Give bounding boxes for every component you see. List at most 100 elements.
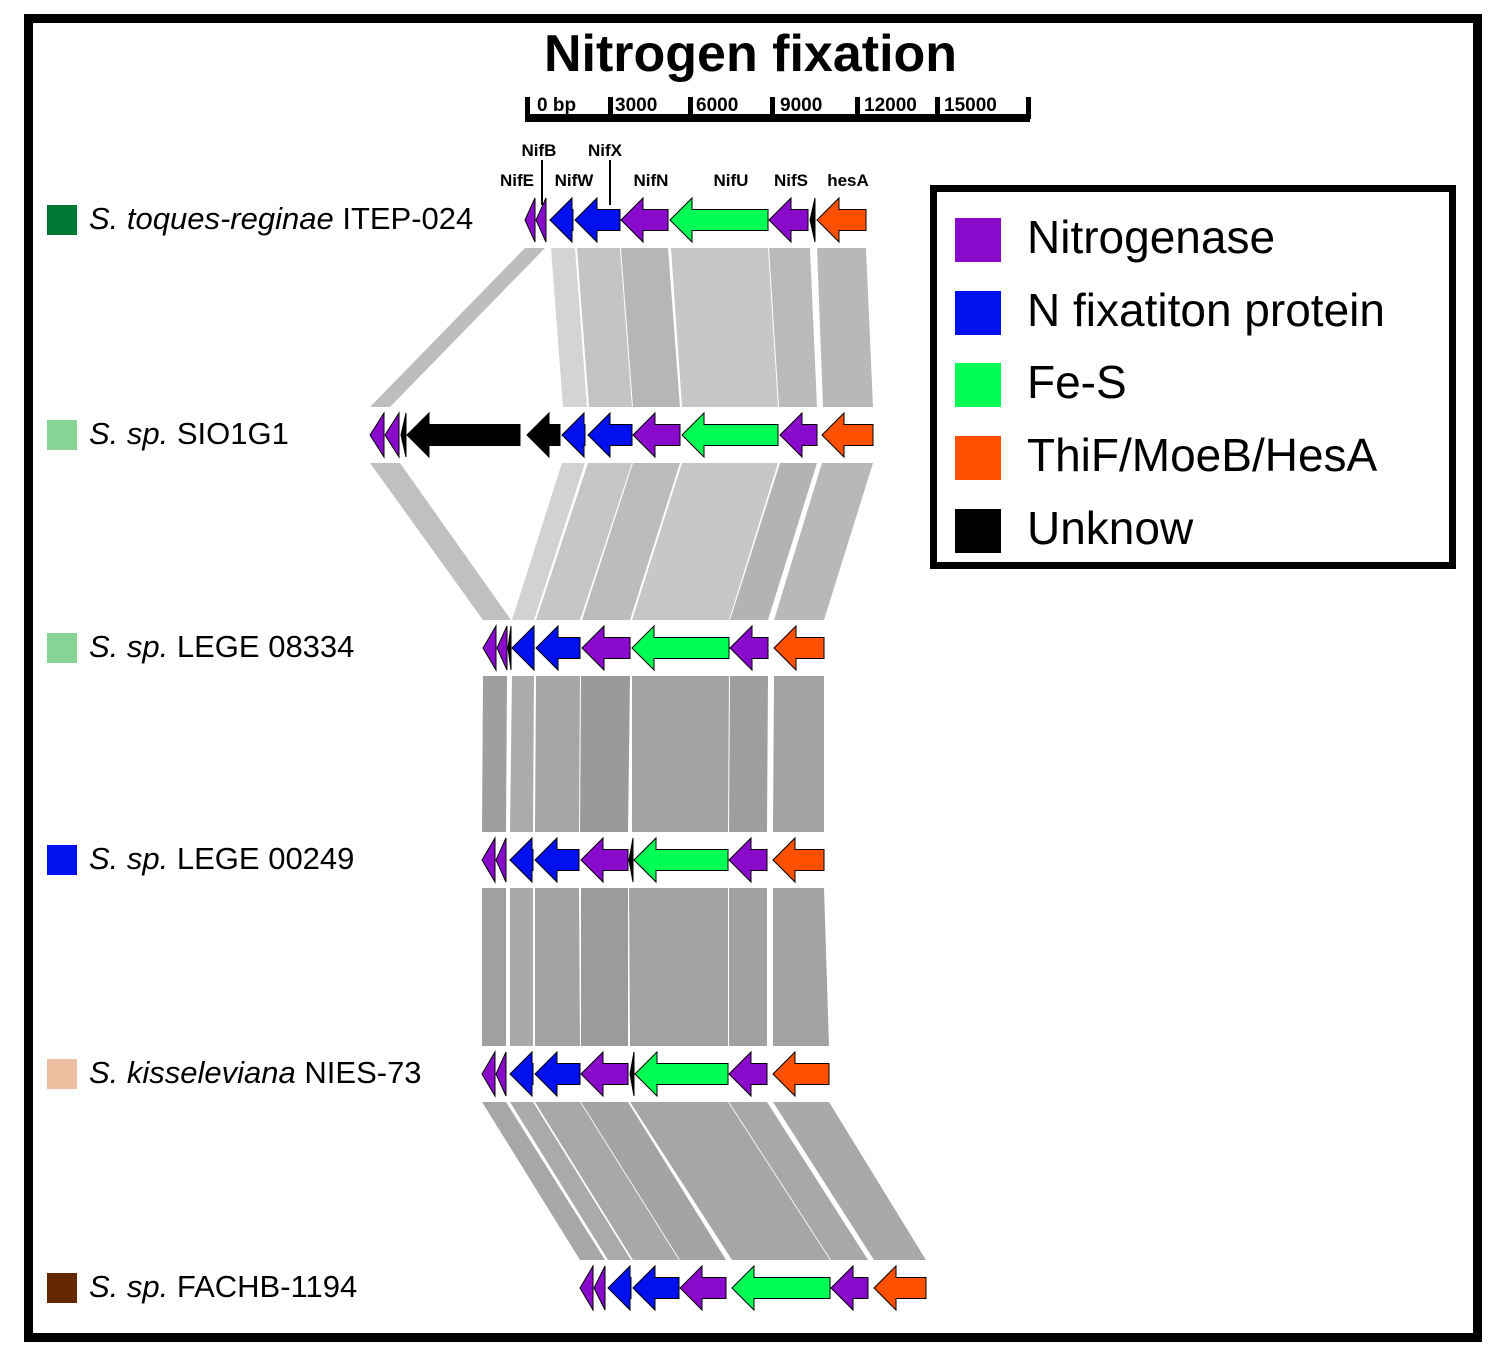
species-binomial: S. kisseleviana <box>89 1055 296 1090</box>
gene-arrow <box>779 411 818 459</box>
gene-name-label: NifU <box>714 171 749 190</box>
species-color-swatch <box>47 1273 77 1303</box>
homology-link-band <box>577 248 632 407</box>
gene-arrow <box>633 836 729 884</box>
species-label: S. sp. LEGE 00249 <box>89 841 354 877</box>
legend-label: Fe-S <box>1027 356 1127 408</box>
gene-arrow <box>534 1050 581 1098</box>
gene-arrow <box>384 411 400 459</box>
gene-name-labels: NifB NifX NifE NifW NifN NifU NifS hesA <box>500 141 869 205</box>
gene-arrow <box>768 196 809 244</box>
gene-arrow <box>830 1264 869 1312</box>
homology-link-band <box>581 888 628 1046</box>
legend-label: ThiF/MoeB/HesA <box>1027 429 1378 481</box>
species-color-swatch <box>47 1059 77 1089</box>
gene-arrow <box>561 411 586 459</box>
homology-link-band <box>773 676 824 832</box>
gene-arrow <box>607 1264 632 1312</box>
gene-arrow <box>587 411 633 459</box>
gene-arrow <box>728 836 768 884</box>
gene-arrow <box>772 836 825 884</box>
gene-arrow <box>620 196 669 244</box>
scale-tick-label: 15000 <box>944 95 997 116</box>
gene-name-label: hesA <box>827 171 869 190</box>
gene-arrow <box>535 197 547 243</box>
species-strain: SIO1G1 <box>168 416 289 451</box>
gene-name-label: NifE <box>500 171 534 190</box>
gene-arrow <box>369 411 385 459</box>
figure-frame <box>24 14 1482 1342</box>
homology-link-band <box>621 248 680 407</box>
legend-label: Unknow <box>1027 502 1194 554</box>
homology-links <box>370 248 926 1260</box>
legend-swatch <box>955 509 1001 553</box>
homology-link-band <box>370 463 511 620</box>
homology-link-band <box>551 248 587 407</box>
gene-arrow <box>628 837 634 883</box>
gene-arrow <box>681 411 779 459</box>
gene-arrow <box>524 197 536 243</box>
species-strain: NIES-73 <box>295 1055 422 1090</box>
species-strain: FACHB-1194 <box>168 1269 358 1304</box>
gene-arrow <box>579 1264 594 1312</box>
gene-arrow <box>669 196 769 244</box>
homology-link-band <box>482 1102 605 1260</box>
gene-name-label: NifS <box>774 171 808 190</box>
species-color-swatch <box>47 845 77 875</box>
homology-link-band <box>729 888 767 1046</box>
species-label: S. kisseleviana NIES-73 <box>89 1055 422 1091</box>
homology-link-band <box>370 248 545 407</box>
homology-link-band <box>769 248 817 407</box>
species-label: S. toques-reginae ITEP-024 <box>89 201 473 237</box>
species-strain: LEGE 00249 <box>168 841 355 876</box>
gene-arrow <box>481 836 496 884</box>
gene-arrow <box>482 624 497 672</box>
gene-arrow <box>509 1050 534 1098</box>
homology-link-band <box>729 1102 868 1260</box>
legend-label: Nitrogenase <box>1027 211 1276 263</box>
gene-arrow <box>481 1050 496 1098</box>
homology-link-band <box>510 1102 631 1260</box>
homology-link-band <box>535 1102 679 1260</box>
scale-tick <box>770 97 775 119</box>
gene-name-label: NifB <box>522 141 557 160</box>
scale-tick-label: 9000 <box>780 95 822 116</box>
figure-title: Nitrogen fixation <box>543 25 958 83</box>
homology-link-band <box>482 888 506 1046</box>
gene-name-label: NifW <box>555 171 595 190</box>
gene-arrow <box>534 836 580 884</box>
species-binomial: S. sp. <box>89 416 169 451</box>
gene-arrow <box>873 1264 927 1312</box>
legend-swatch <box>955 291 1001 335</box>
gene-arrow <box>495 837 507 883</box>
homology-link-band <box>580 676 630 832</box>
homology-link-band <box>510 888 533 1046</box>
gene-arrow <box>634 1050 729 1098</box>
homology-link-band <box>774 463 873 620</box>
scale-tick-label: 3000 <box>615 95 657 116</box>
gene-arrow <box>580 836 629 884</box>
scale-tick-label: 12000 <box>864 95 917 116</box>
gene-arrow <box>816 196 867 244</box>
species-binomial: S. toques-reginae <box>89 201 334 236</box>
homology-link-band <box>535 676 580 832</box>
species-color-swatch <box>47 633 77 663</box>
legend-swatch <box>955 218 1001 262</box>
homology-link-band <box>730 463 817 620</box>
scale-tick-label: 6000 <box>696 95 738 116</box>
gene-arrow <box>731 1264 831 1312</box>
homology-link-band <box>630 1102 830 1260</box>
scale-bar: 0 bp 3000 6000 9000 12000 15000 <box>525 95 1031 122</box>
scale-tick <box>855 97 860 119</box>
scale-tick <box>1026 97 1031 119</box>
species-color-swatch <box>47 420 77 450</box>
species-strain: LEGE 08334 <box>168 629 355 664</box>
species-label: S. sp. SIO1G1 <box>89 416 289 452</box>
gene-arrow <box>631 624 730 672</box>
gene-arrow <box>549 196 574 244</box>
legend-label: N fixatiton protein <box>1027 284 1385 336</box>
gene-name-label: NifX <box>588 141 623 160</box>
gene-arrow <box>400 412 407 458</box>
species-binomial: S. sp. <box>89 629 169 664</box>
